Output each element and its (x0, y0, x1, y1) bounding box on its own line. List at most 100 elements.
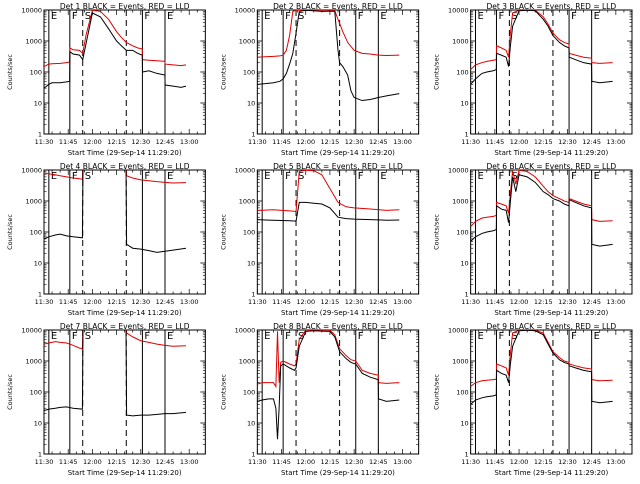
x-tick-label: 11:30 (461, 458, 480, 466)
event-marker-label: F (285, 331, 291, 342)
event-marker-label: E (264, 171, 270, 182)
event-marker-label: E (51, 171, 57, 182)
y-axis-label: Counts/sec (6, 374, 14, 410)
x-axis-label: Start Time (29-Sep-14 11:29:20) (68, 149, 182, 157)
x-tick-label: 12:45 (369, 298, 388, 306)
x-tick-label: 12:00 (510, 138, 529, 146)
chart-panel-2: Det 2 BLACK = Events, RED = LLD Counts/se… (219, 2, 420, 157)
event-marker-label: F (358, 171, 364, 182)
series-group (44, 10, 187, 89)
x-tick-label: 12:45 (156, 458, 175, 466)
x-axis-label: Start Time (29-Sep-14 11:29:20) (494, 149, 608, 157)
chart-title: Det 8 BLACK = Events, RED = LLD (273, 322, 403, 331)
event-marker-label: F (285, 171, 291, 182)
event-marker-label: F (498, 171, 504, 182)
event-marker-label: S (298, 171, 304, 182)
x-tick-label: 11:45 (485, 298, 504, 306)
event-marker-label: E (477, 331, 483, 342)
series-line-events (257, 10, 400, 102)
series-group (470, 10, 613, 85)
y-tick-label: 100 (243, 69, 255, 77)
event-marker-label: F (571, 171, 577, 182)
chart-panel-5: Det 5 BLACK = Events, RED = LLD Counts/se… (219, 162, 420, 317)
series-line-lld (470, 170, 613, 227)
x-tick-label: 12:00 (296, 298, 315, 306)
y-tick-label: 10 (247, 100, 255, 108)
series-line-events (257, 201, 400, 222)
x-tick-label: 11:30 (35, 458, 54, 466)
y-tick-label: 100 (30, 69, 42, 77)
series-line-lld (44, 170, 186, 184)
y-tick-label: 1 (465, 131, 469, 139)
y-tick-label: 10000 (235, 7, 256, 15)
chart-panel-6: Det 6 BLACK = Events, RED = LLD Counts/se… (433, 162, 633, 317)
event-marker-label: S (511, 11, 517, 22)
x-tick-label: 13:00 (393, 298, 412, 306)
y-tick-label: 10 (247, 420, 255, 428)
x-tick-label: 12:45 (582, 298, 601, 306)
event-marker-label: E (167, 11, 173, 22)
x-tick-label: 12:30 (345, 298, 364, 306)
series-line-events (470, 330, 613, 405)
x-tick-label: 12:45 (582, 458, 601, 466)
x-tick-label: 11:45 (272, 298, 291, 306)
y-tick-label: 100 (456, 69, 468, 77)
x-tick-label: 12:30 (345, 138, 364, 146)
event-marker-label: F (72, 171, 78, 182)
chart-title: Det 6 BLACK = Events, RED = LLD (486, 162, 616, 171)
x-tick-label: 12:45 (369, 458, 388, 466)
x-tick-label: 12:15 (107, 458, 126, 466)
series-group (44, 330, 187, 417)
event-marker-label: E (380, 11, 386, 22)
x-axis-label: Start Time (29-Sep-14 11:29:20) (68, 469, 182, 477)
event-marker-label: S (511, 331, 517, 342)
x-tick-label: 12:15 (534, 298, 553, 306)
event-marker-label: F (498, 11, 504, 22)
x-tick-label: 12:30 (131, 298, 150, 306)
y-tick-label: 1 (38, 131, 42, 139)
y-tick-label: 1 (38, 451, 42, 459)
x-tick-label: 12:00 (83, 298, 102, 306)
x-tick-label: 13:00 (393, 458, 412, 466)
series-line-events (470, 10, 613, 85)
y-tick-label: 1 (465, 291, 469, 299)
event-marker-label: F (72, 11, 78, 22)
y-tick-label: 1 (465, 451, 469, 459)
event-marker-label: E (594, 331, 600, 342)
x-tick-label: 12:00 (83, 138, 102, 146)
event-marker-label: E (594, 11, 600, 22)
x-tick-label: 13:00 (606, 298, 625, 306)
plot-frame (256, 169, 420, 295)
event-marker-label: E (51, 331, 57, 342)
y-tick-label: 10 (460, 100, 468, 108)
plot-frame (256, 329, 420, 455)
x-tick-label: 13:00 (393, 138, 412, 146)
event-marker-label: F (144, 11, 150, 22)
chart-panel-1: Det 1 BLACK = Events, RED = LLD Counts/se… (6, 2, 206, 157)
series-line-events (257, 330, 400, 440)
event-marker-label: S (85, 331, 91, 342)
x-tick-label: 11:45 (272, 138, 291, 146)
event-marker-label: F (144, 331, 150, 342)
y-tick-label: 1 (251, 131, 255, 139)
event-marker-label: E (264, 331, 270, 342)
event-marker-label: S (511, 171, 517, 182)
x-tick-label: 12:00 (296, 138, 315, 146)
chart-title: Det 1 BLACK = Events, RED = LLD (60, 2, 190, 11)
y-axis-label: Counts/sec (433, 54, 441, 90)
plot-frame (256, 9, 420, 135)
y-tick-label: 1000 (25, 38, 42, 46)
event-marker-label: F (144, 171, 150, 182)
x-tick-label: 11:30 (461, 298, 480, 306)
event-marker-label: S (85, 11, 91, 22)
event-marker-label: F (571, 331, 577, 342)
x-tick-label: 12:00 (510, 458, 529, 466)
x-tick-label: 11:30 (35, 138, 54, 146)
series-line-lld (257, 330, 400, 389)
chart-title: Det 5 BLACK = Events, RED = LLD (273, 162, 403, 171)
series-line-events (44, 170, 187, 253)
x-tick-label: 11:45 (59, 138, 78, 146)
y-tick-label: 1000 (25, 358, 42, 366)
y-tick-label: 10000 (448, 7, 469, 15)
plot-frame (43, 329, 206, 455)
